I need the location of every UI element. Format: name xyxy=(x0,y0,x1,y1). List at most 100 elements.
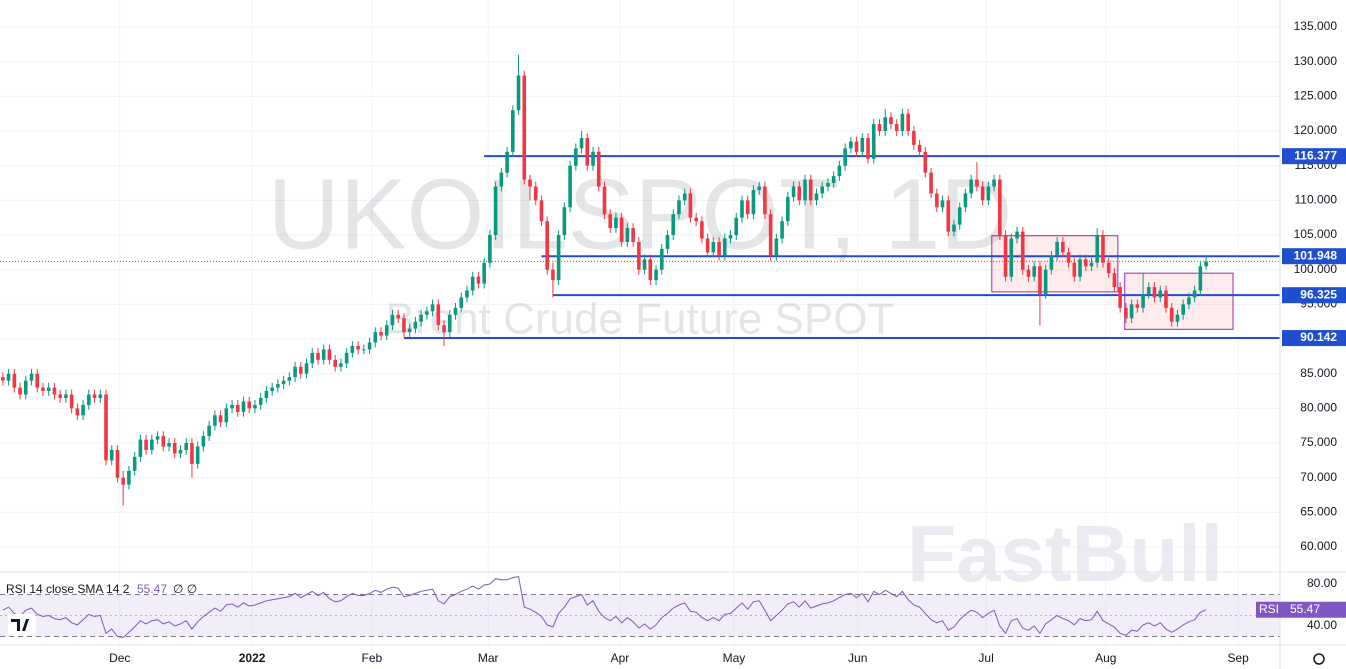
candle-body xyxy=(304,363,309,374)
candle-body xyxy=(247,401,252,409)
settings-icon[interactable] xyxy=(1313,653,1325,665)
candle-body xyxy=(23,380,28,395)
candle-body xyxy=(946,200,951,232)
rsi-legend: RSI 14 close SMA 14 2 xyxy=(6,582,130,596)
candle-body xyxy=(957,207,962,225)
candle-body xyxy=(81,404,85,416)
candle-body xyxy=(459,297,464,308)
rsi-tick-label: 40.00 xyxy=(1307,618,1337,632)
candle-body xyxy=(178,449,183,454)
candle-body xyxy=(539,200,544,222)
candle-body xyxy=(986,186,991,201)
candle-body xyxy=(562,207,567,236)
candle-body xyxy=(619,217,624,242)
settings-gear[interactable] xyxy=(1313,653,1325,665)
candle-body xyxy=(132,456,137,471)
candle-body xyxy=(253,404,257,409)
candle-body xyxy=(889,117,893,125)
y-tick-label: 125.000 xyxy=(1294,89,1338,103)
candle-body xyxy=(1043,269,1048,294)
candle-body xyxy=(1175,314,1180,322)
candle-body xyxy=(184,443,189,450)
candle-body xyxy=(18,387,22,395)
candle-body xyxy=(596,151,601,187)
candle-body xyxy=(831,176,836,184)
level-tag xyxy=(1282,330,1346,347)
level-tag-label: 90.142 xyxy=(1300,330,1337,344)
watermark-brand: FastBull xyxy=(907,509,1223,598)
candle-body xyxy=(763,186,767,215)
candle-body xyxy=(1026,269,1031,277)
candle-body xyxy=(58,394,62,398)
candle-body xyxy=(379,332,383,336)
candle-body xyxy=(998,179,1002,236)
candle-body xyxy=(264,391,269,398)
candle-body xyxy=(195,446,200,464)
candle-body xyxy=(1083,259,1088,267)
candle-body xyxy=(1066,252,1071,263)
level-tag-label: 116.377 xyxy=(1294,148,1337,162)
candle-body xyxy=(396,314,401,319)
candle-body xyxy=(843,148,847,166)
watermark-subtitle: Brent Crude Future SPOT xyxy=(386,295,895,344)
candle-body xyxy=(877,124,882,132)
x-tick-label: Sep xyxy=(1227,651,1249,665)
y-tick-label: 130.000 xyxy=(1294,54,1338,68)
candle-body xyxy=(1141,293,1145,308)
candle-body xyxy=(654,269,658,281)
candle-body xyxy=(1181,304,1185,315)
candle-body xyxy=(465,290,469,298)
candle-body xyxy=(293,366,297,378)
candle-body xyxy=(511,110,515,152)
candle-body xyxy=(1032,266,1036,277)
candle-body xyxy=(1055,241,1059,256)
candle-body xyxy=(1204,261,1208,267)
candle-body xyxy=(786,196,790,222)
rsi-line xyxy=(2,576,1207,639)
candle-body xyxy=(270,387,274,392)
candle-body xyxy=(642,259,647,270)
candle-body xyxy=(390,314,395,326)
candle-body xyxy=(820,186,825,194)
level-tag xyxy=(1282,248,1346,265)
candle-body xyxy=(436,304,441,326)
candle-body xyxy=(310,352,315,364)
candle-body xyxy=(585,137,590,166)
candle-body xyxy=(12,373,17,388)
candle-body xyxy=(155,436,160,440)
candle-body xyxy=(826,183,830,187)
candle-body xyxy=(470,276,475,291)
plot xyxy=(0,54,1280,639)
candle-body xyxy=(75,408,80,416)
candle-body xyxy=(1049,255,1054,270)
candle-body xyxy=(201,436,206,447)
candle-body xyxy=(866,137,870,159)
candle-body xyxy=(476,276,481,284)
x-tick-label: Feb xyxy=(362,651,383,665)
candle-body xyxy=(980,186,985,201)
y-tick-label: 100.000 xyxy=(1294,262,1338,276)
candle-body xyxy=(1158,290,1163,298)
candle-body xyxy=(579,137,584,149)
candle-body xyxy=(402,318,406,333)
candle-body xyxy=(1072,262,1077,277)
candle-body xyxy=(969,179,973,194)
candle-body xyxy=(671,214,676,236)
rsi-name-label: RSI xyxy=(1259,602,1279,616)
candle-body xyxy=(276,384,280,388)
candle-body xyxy=(172,443,177,454)
candle-body xyxy=(144,439,148,450)
candle-body xyxy=(218,415,223,423)
x-tick-label: Dec xyxy=(109,651,130,665)
candle-body xyxy=(425,311,429,315)
x-tick-label: Jun xyxy=(848,651,867,665)
level-tag-label: 101.948 xyxy=(1294,248,1338,262)
candle-body xyxy=(854,141,859,152)
candle-body xyxy=(849,141,853,149)
candle-body xyxy=(1015,231,1019,239)
candle-body xyxy=(235,404,240,412)
candle-body xyxy=(121,477,125,485)
candle-body xyxy=(1089,262,1094,267)
